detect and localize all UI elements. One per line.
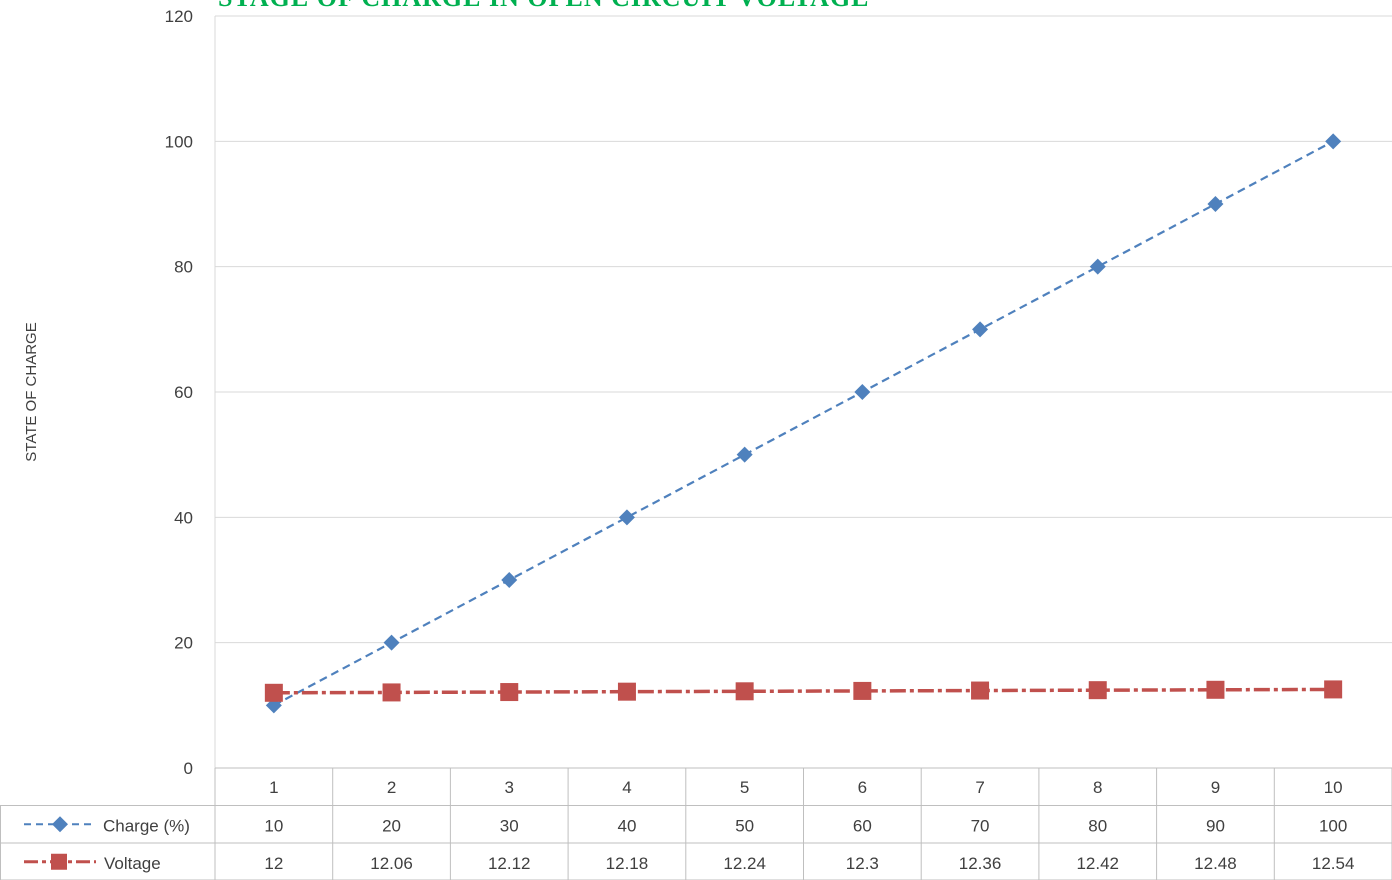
legend-marker-diamond: [52, 816, 68, 833]
chart-title: STAGE OF CHARGE IN OPEN CIRCUIT VOLTAGE: [218, 0, 870, 12]
table-value: 12.36: [959, 854, 1002, 873]
table-value: 12.3: [846, 854, 879, 873]
series-lines: [273, 140, 1334, 707]
marker-square: [500, 683, 519, 702]
table-value: 12.24: [723, 854, 766, 873]
x-tick-label: 9: [1211, 778, 1220, 797]
marker-diamond: [383, 634, 400, 651]
x-tick-label: 2: [387, 778, 396, 797]
marker-diamond: [1089, 258, 1106, 275]
table-value: 12.12: [488, 854, 531, 873]
x-tick-label: 4: [622, 778, 631, 797]
table-value: 12.42: [1076, 854, 1119, 873]
legend-label: Voltage: [104, 854, 161, 873]
marker-diamond: [1325, 133, 1342, 150]
table-value: 60: [853, 816, 872, 835]
x-tick-label: 5: [740, 778, 749, 797]
x-tick-label: 10: [1324, 778, 1343, 797]
y-tick-label: 60: [174, 383, 193, 402]
marker-square: [853, 681, 872, 700]
x-tick-label: 1: [269, 778, 278, 797]
marker-diamond: [736, 446, 753, 463]
y-tick-label: 20: [174, 634, 193, 653]
marker-square: [1206, 680, 1225, 699]
table-value: 90: [1206, 816, 1225, 835]
x-tick-label: 6: [858, 778, 867, 797]
marker-square: [735, 682, 754, 701]
series-line: [273, 687, 1334, 695]
marker-diamond: [501, 572, 518, 588]
table-value: 50: [735, 816, 754, 835]
marker-diamond: [1207, 196, 1224, 212]
y-tick-label: 80: [174, 258, 193, 277]
marker-diamond: [854, 384, 871, 400]
legend-marker-square: [51, 853, 67, 870]
table-value: 100: [1319, 816, 1347, 835]
y-tick-label: 0: [184, 759, 193, 778]
table-value: 30: [500, 816, 519, 835]
marker-square: [382, 683, 401, 702]
marker-square: [264, 683, 283, 702]
table-value: 12.48: [1194, 854, 1237, 873]
x-tick-label: 3: [505, 778, 514, 797]
y-tick-label: 100: [165, 132, 193, 151]
series-markers: [264, 133, 1343, 714]
y-axis-ticks: 0 20 40 60 80 100 120: [165, 7, 193, 778]
table-value: 12.06: [370, 854, 413, 873]
y-tick-label: 120: [165, 7, 193, 26]
table-value: 70: [971, 816, 990, 835]
legend-label: Charge (%): [103, 816, 190, 835]
table-value: 10: [264, 816, 283, 835]
marker-square: [1324, 680, 1343, 699]
marker-square: [1088, 681, 1107, 700]
y-axis-label: STATE OF CHARGE: [23, 322, 40, 461]
table-value: 80: [1088, 816, 1107, 835]
table-value: 12.54: [1312, 854, 1355, 873]
marker-square: [617, 682, 636, 701]
marker-diamond: [618, 509, 635, 526]
y-tick-label: 40: [174, 508, 193, 527]
x-tick-label: 8: [1093, 778, 1102, 797]
marker-diamond: [972, 321, 989, 338]
table-value: 20: [382, 816, 401, 835]
table-value: 12.18: [606, 854, 649, 873]
table-value: 12: [264, 854, 283, 873]
marker-square: [971, 681, 990, 700]
x-tick-label: 7: [975, 778, 984, 797]
series-line: [273, 140, 1334, 707]
grid: [214, 15, 1392, 768]
table-value: 40: [617, 816, 636, 835]
